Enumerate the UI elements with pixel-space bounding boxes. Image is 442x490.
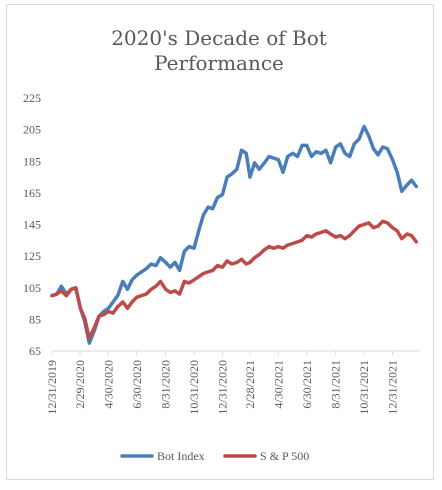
x-tick-label: 10/31/2021 xyxy=(357,360,371,415)
x-tick-label: 12/31/2019 xyxy=(45,360,59,415)
x-tick-label: 4/30/2021 xyxy=(271,360,285,409)
x-tick-label: 12/31/2021 xyxy=(386,360,400,415)
series-lines xyxy=(50,124,419,345)
y-tick-label: 145 xyxy=(23,218,41,232)
x-tick-label: 10/31/2020 xyxy=(187,360,201,415)
series-line-bot-index xyxy=(50,124,419,345)
x-axis: 12/31/2019 2/29/2020 4/30/2020 6/30/2020 8/3… xyxy=(45,350,420,415)
legend-label: Bot Index xyxy=(157,449,205,463)
legend-label: S & P 500 xyxy=(260,449,309,463)
x-tick-label: 8/31/2020 xyxy=(159,360,173,409)
chart-title-line-2: Performance xyxy=(154,51,284,75)
chart-frame xyxy=(6,4,434,480)
x-tick-label: 6/30/2021 xyxy=(300,360,314,409)
y-tick-label: 165 xyxy=(23,186,41,200)
y-tick-label: 65 xyxy=(29,344,41,358)
y-tick-label: 185 xyxy=(23,154,41,168)
y-tick-label: 125 xyxy=(23,249,41,263)
y-tick-label: 205 xyxy=(23,123,41,137)
x-tick-label: 12/31/2020 xyxy=(215,360,229,415)
chart-title-line-1: 2020's Decade of Bot xyxy=(111,26,327,50)
x-tick-label: 8/31/2021 xyxy=(329,360,343,409)
x-tick-label: 6/30/2020 xyxy=(130,360,144,409)
y-axis: 65 85 105 125 145 165 185 205 225 xyxy=(23,91,41,358)
x-tick-label: 4/30/2020 xyxy=(101,360,115,409)
x-tick-label: 2/29/2020 xyxy=(73,360,87,409)
y-tick-label: 85 xyxy=(29,312,41,326)
legend: Bot Index S & P 500 xyxy=(120,449,309,463)
y-tick-label: 225 xyxy=(23,91,41,105)
x-tick-label: 2/28/2021 xyxy=(243,360,257,409)
y-tick-label: 105 xyxy=(23,281,41,295)
series-line-sp500 xyxy=(50,219,419,341)
